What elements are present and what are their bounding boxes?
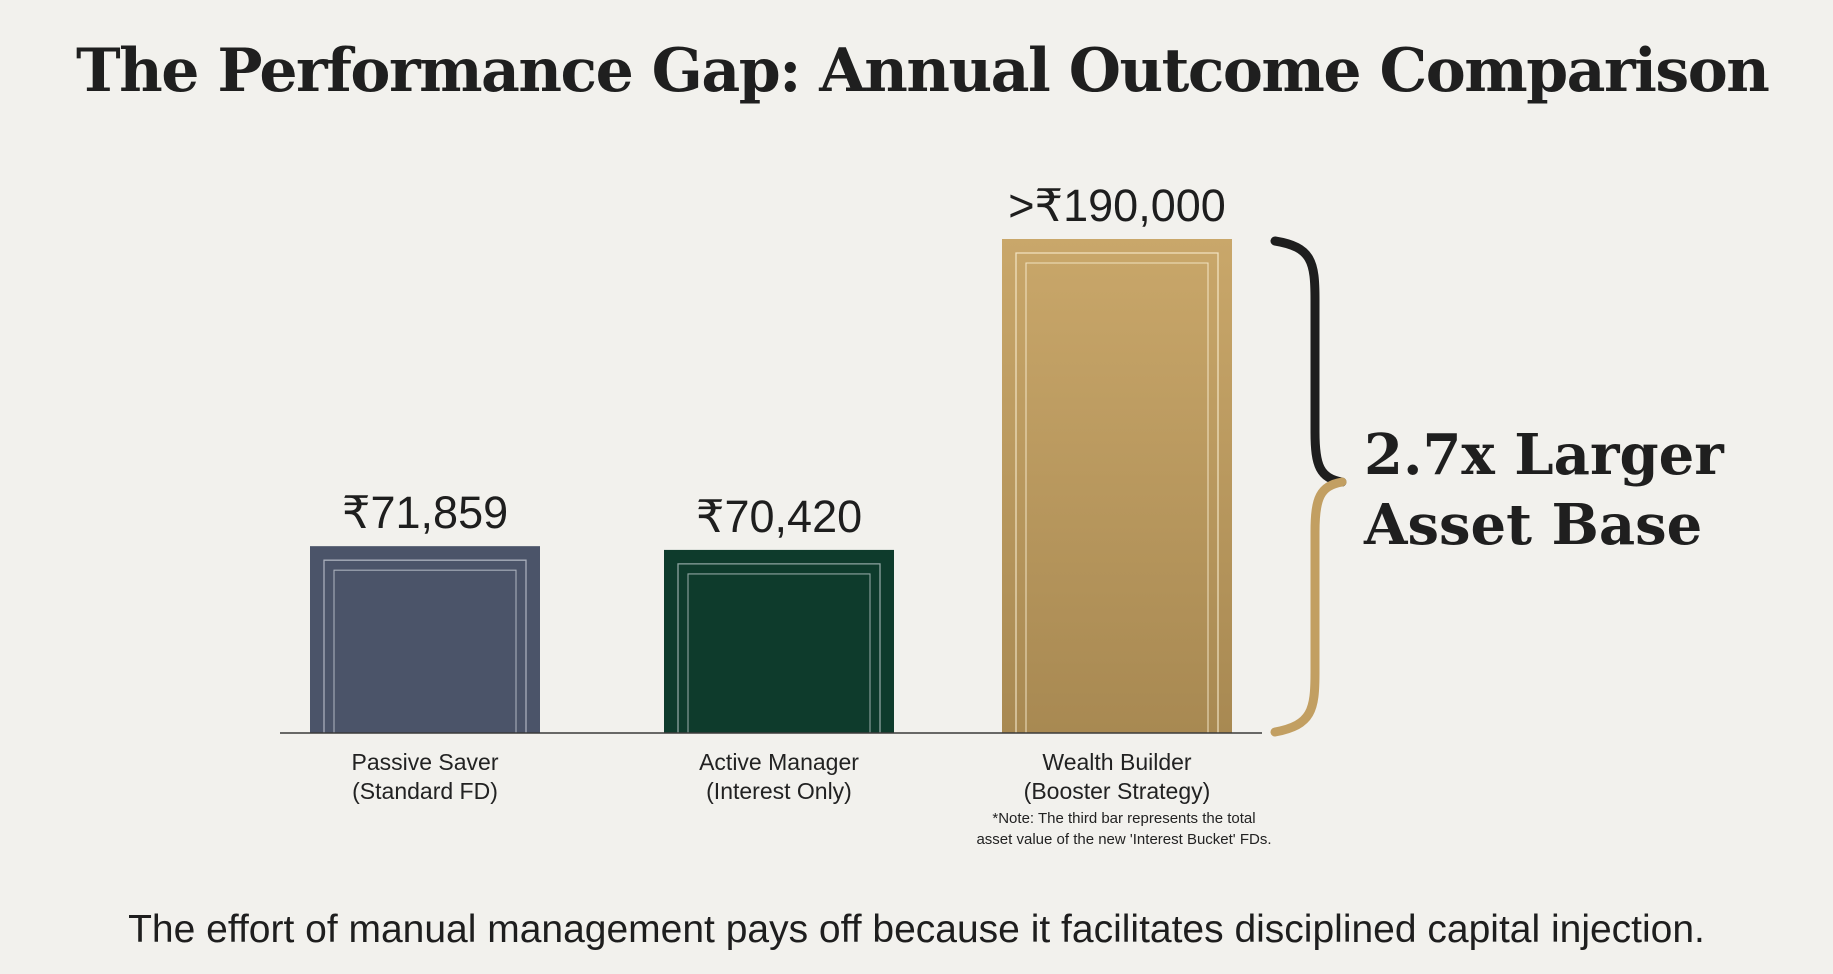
bar-1-value-label: ₹71,859	[342, 487, 508, 538]
footer-caption: The effort of manual management pays off…	[128, 908, 1705, 951]
bar-2-value-label: ₹70,420	[696, 491, 862, 542]
bar-1-category-line1: Passive Saver	[351, 749, 498, 775]
bar-3-value-label: >₹190,000	[1008, 180, 1226, 231]
bar-2-frame-inner	[687, 573, 871, 733]
note-line-1: *Note: The third bar represents the tota…	[992, 810, 1255, 827]
bar-1-frame-inner	[333, 569, 517, 733]
bar-2	[664, 549, 894, 733]
bar-1-frame-outer	[323, 559, 527, 733]
bars-layer	[310, 239, 1232, 733]
annotation-line-2: Asset Base	[1363, 492, 1702, 558]
bar-3-frame-inner	[1025, 262, 1209, 733]
brace-lower-half	[1270, 477, 1347, 737]
page-title: The Performance Gap: Annual Outcome Comp…	[76, 36, 1770, 106]
bar-1	[310, 546, 540, 733]
bar-1-category-line2: (Standard FD)	[352, 778, 498, 804]
labels-layer: ₹71,859 Passive Saver (Standard FD) ₹70,420…	[342, 180, 1272, 848]
bar-2-category-line2: (Interest Only)	[706, 778, 852, 804]
bar-2-frame-outer	[677, 563, 881, 733]
bar-3-frame-outer	[1015, 252, 1219, 733]
bar-3-category-line1: Wealth Builder	[1042, 749, 1191, 775]
bar-3	[1002, 239, 1232, 733]
bar-3-category-line2: (Booster Strategy)	[1024, 778, 1211, 804]
brace-annotation: 2.7x Larger Asset Base	[1270, 236, 1725, 737]
bar-2-category-line1: Active Manager	[699, 749, 859, 775]
brace-upper-half	[1270, 236, 1347, 487]
annotation-line-1: 2.7x Larger	[1364, 422, 1725, 488]
note-line-2: asset value of the new 'Interest Bucket'…	[976, 831, 1271, 848]
